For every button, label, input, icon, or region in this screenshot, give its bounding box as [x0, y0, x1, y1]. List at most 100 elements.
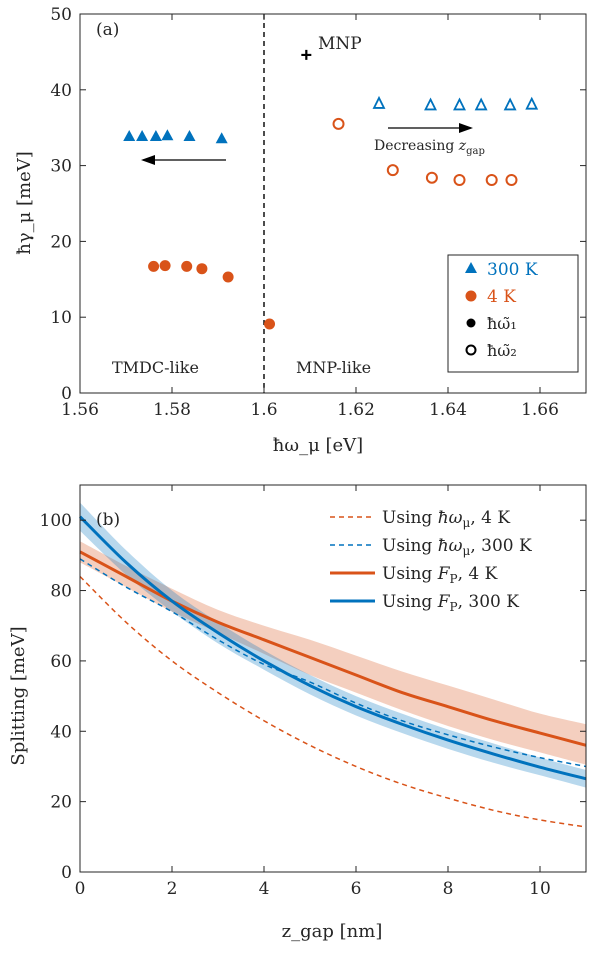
- legend-b-sub: P: [450, 572, 458, 586]
- y-tick-label: 0: [61, 863, 72, 883]
- legend-triangle-marker: [465, 262, 477, 273]
- y-tick-label: 40: [50, 722, 72, 742]
- legend-b-math: F: [437, 592, 451, 612]
- data-point-circle-open: [386, 164, 399, 177]
- legend-b-math: ħω: [438, 536, 463, 556]
- legend-b-sub: μ: [463, 544, 471, 558]
- data-point-circle-filled: [181, 260, 193, 272]
- legend-b-post: , 300 K: [470, 536, 532, 556]
- legend-a-box: [447, 254, 579, 373]
- x-tick-label: 1.56: [61, 400, 99, 420]
- x-tick-label: 6: [351, 879, 362, 899]
- legend-b-post: , 4 K: [470, 508, 510, 528]
- data-point-triangle-open: [424, 97, 437, 111]
- decreasing-text: Decreasing: [374, 138, 459, 154]
- legend-b-pre: Using: [382, 564, 438, 584]
- x-tick-label: 1.64: [429, 400, 467, 420]
- legend-mode1-label: ħω̃₁: [487, 314, 517, 333]
- panel-a-axes: 1.56 1.58 1.6 1.62 1.64 1.66 0 10 20 30 40 50: [50, 5, 587, 420]
- data-point-triangle-open: [474, 97, 488, 111]
- data-point-circle-open: [332, 117, 345, 130]
- x-tick-label: 0: [75, 879, 86, 899]
- legend-b-post: , 300 K: [458, 592, 520, 612]
- data-point-triangle-open: [453, 97, 466, 111]
- legend-b-label: Using ħωμ, 4 K: [382, 508, 510, 530]
- legend-b-label: Using FP, 4 K: [382, 564, 498, 586]
- legend-b-label: Using FP, 300 K: [382, 592, 519, 614]
- y-tick-label: 0: [61, 384, 72, 404]
- x-tick-label: 10: [529, 879, 551, 899]
- legend-mode1-marker: [466, 318, 476, 328]
- axes-frame: [79, 13, 587, 394]
- series-line: [78, 515, 587, 781]
- data-point-triangle-filled: [123, 130, 136, 142]
- mnp-label: MNP: [318, 34, 362, 54]
- arrow-left: [141, 155, 226, 165]
- y-tick-label: 50: [50, 5, 72, 25]
- data-point-triangle-open: [503, 97, 517, 111]
- data-point-circle-open: [425, 171, 438, 184]
- panel-a-ylabel: ħγ_μ [meV]: [14, 151, 35, 255]
- data-point-circle-filled: [148, 260, 160, 272]
- zgap-italic: z: [458, 138, 467, 154]
- mnp-like-label: MNP-like: [296, 358, 371, 377]
- data-point-circle-filled: [159, 260, 171, 272]
- legend-4k-label: 4 K: [487, 287, 516, 307]
- arrow-right: [388, 123, 473, 133]
- legend-b-post: , 4 K: [458, 564, 498, 584]
- data-point-circle-open: [453, 174, 466, 187]
- data-point-triangle-filled: [161, 129, 174, 141]
- legend-a: 300 K 4 K ħω̃₁ ħω̃₂: [447, 254, 579, 373]
- y-tick-label: 100: [40, 511, 72, 531]
- x-tick-label: 4: [259, 879, 270, 899]
- data-point-circle-filled: [196, 263, 208, 275]
- y-tick-label: 80: [50, 582, 72, 602]
- legend-b-pre: Using: [382, 508, 438, 528]
- data-point-mnp-plus: [301, 49, 312, 60]
- legend-4k-marker: [465, 290, 477, 302]
- data-point-triangle-open: [525, 96, 539, 110]
- y-tick-label: 60: [50, 652, 72, 672]
- legend-b-sub: P: [450, 600, 458, 614]
- x-tick-label: 1.58: [153, 400, 191, 420]
- zgap-sub: gap: [466, 146, 485, 157]
- y-tick-label: 30: [50, 157, 72, 177]
- panel-a-label: (a): [96, 20, 119, 40]
- confidence-band: [80, 502, 586, 788]
- panel-b-xlabel: z_gap [nm]: [282, 921, 383, 942]
- series-line: [79, 575, 587, 828]
- y-tick-label: 20: [50, 232, 72, 252]
- data-point-circle-filled: [264, 318, 276, 330]
- x-tick-label: 1.66: [521, 400, 559, 420]
- panel-b-lines: [78, 515, 587, 828]
- legend-b-pre: Using: [382, 536, 438, 556]
- data-point-triangle-filled: [149, 130, 162, 142]
- confidence-band: [80, 541, 586, 765]
- panel-a-xlabel: ħω_μ [eV]: [273, 435, 363, 456]
- x-tick-label: 8: [443, 879, 454, 899]
- legend-mode2-label: ħω̃₂: [487, 341, 517, 360]
- legend-b-label: Using ħωμ, 300 K: [382, 536, 532, 558]
- decreasing-zgap-label: Decreasing zgap: [374, 138, 485, 157]
- legend-b-pre: Using: [382, 592, 438, 612]
- data-point-circle-filled: [222, 271, 234, 283]
- x-tick-label: 1.62: [337, 400, 375, 420]
- x-tick-label: 2: [167, 879, 178, 899]
- axes-frame: [79, 484, 587, 873]
- panel-b-label: (b): [96, 510, 120, 530]
- legend-b-math: F: [437, 564, 451, 584]
- y-tick-label: 10: [50, 308, 72, 328]
- y-tick-label: 20: [50, 793, 72, 813]
- panel-a-marks: [123, 14, 539, 393]
- x-tick-label: 1.6: [250, 400, 277, 420]
- legend-mode2-marker: [465, 344, 477, 356]
- data-point-triangle-filled: [183, 130, 196, 142]
- data-point-circle-open: [505, 174, 518, 187]
- data-point-triangle-filled: [136, 130, 149, 142]
- panel-b-ylabel: Splitting [meV]: [8, 626, 29, 765]
- legend-b-sub: μ: [463, 516, 471, 530]
